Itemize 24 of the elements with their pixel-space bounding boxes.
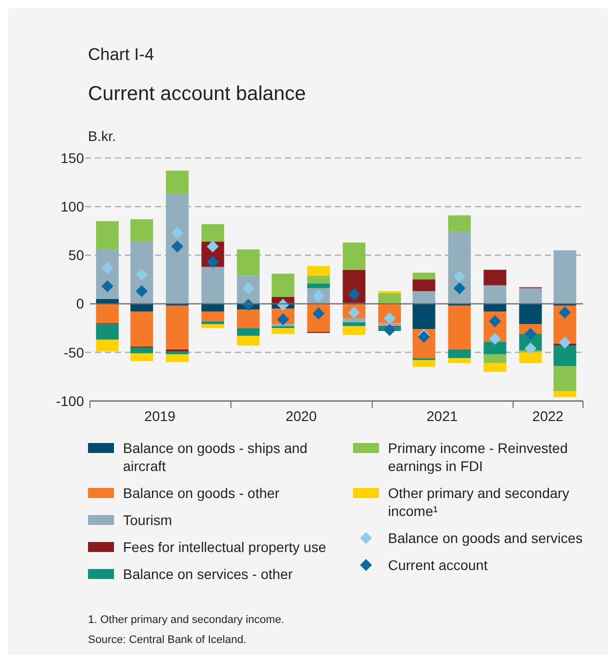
y-tick-label: 100 — [60, 198, 84, 214]
x-tick-label: 2022 — [532, 408, 564, 424]
y-tick-label: 150 — [60, 150, 84, 166]
x-tick-label: 2019 — [144, 408, 176, 424]
legend-label: Fees for intellectual property use — [123, 538, 326, 555]
x-tick-label: 2021 — [426, 408, 458, 424]
y-tick-label: -100 — [56, 392, 84, 409]
y-tick-label: 50 — [68, 247, 84, 264]
legend-label: Current account — [388, 556, 488, 573]
legend-label: Balance on goods - ships and aircraft — [123, 440, 308, 474]
legend-label: Other primary and secondary income¹ — [388, 484, 570, 519]
legend-label: Balance on goods and services — [388, 530, 583, 546]
y-axis-title: B.kr. — [88, 128, 116, 144]
legend-label: Primary income - Reinvested earnings in FDI — [388, 440, 568, 474]
chart-title: Current account balance — [88, 83, 306, 105]
source-note: Source: Central Bank of Iceland. — [88, 634, 246, 646]
legend-label: Tourism — [123, 512, 172, 528]
chart-subtitle: Chart I-4 — [88, 45, 154, 64]
y-tick-label: -50 — [64, 344, 84, 360]
legend-label: Balance on goods - other — [123, 484, 280, 501]
x-tick-label: 2020 — [286, 408, 317, 424]
legend-label: Balance on services - other — [123, 566, 293, 582]
text: 1. Other primary and secondary income. — [88, 614, 284, 626]
y-tick-label: 0 — [76, 296, 84, 312]
